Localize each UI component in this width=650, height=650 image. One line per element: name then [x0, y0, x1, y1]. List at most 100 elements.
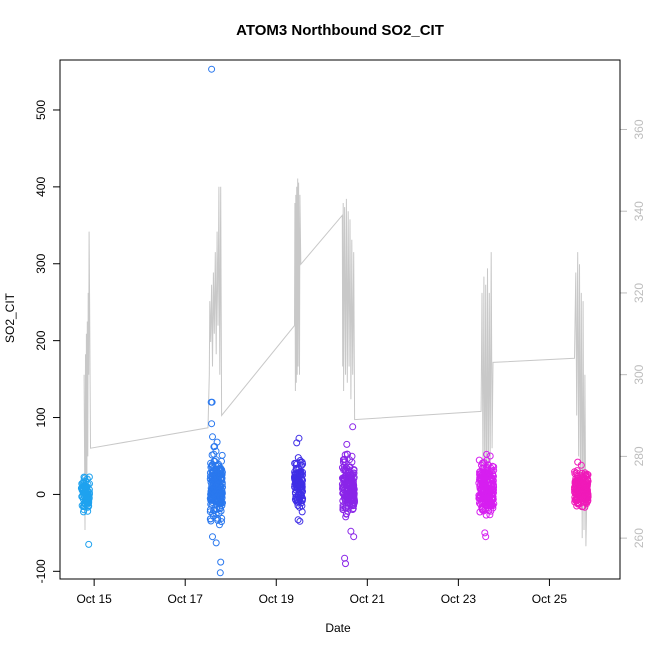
data-point [573, 502, 581, 510]
data-point [343, 450, 351, 458]
plot-frame [59, 59, 621, 580]
data-point [218, 489, 226, 497]
points-layer [77, 65, 592, 577]
data-point [341, 476, 349, 484]
data-point [489, 472, 497, 480]
y-tick-label: 0 [34, 491, 48, 498]
data-point [341, 472, 349, 480]
data-point [210, 457, 218, 465]
data-point [486, 511, 494, 519]
data-point [339, 504, 347, 511]
axes-layer: Oct 15 Oct 17 Oct 19 Oct 21 Oct 23 Oct 25 -100… [34, 100, 646, 606]
data-point [340, 462, 348, 470]
data-point [485, 496, 493, 504]
data-point [210, 473, 218, 481]
data-point [572, 494, 580, 502]
y2-tick-label: 360 [632, 119, 646, 139]
data-point [208, 420, 216, 428]
data-point [83, 475, 91, 483]
data-point [486, 452, 494, 460]
data-point [293, 439, 301, 447]
data-point [484, 499, 492, 507]
data-point [580, 471, 588, 479]
y2-tick-label: 340 [632, 201, 646, 221]
y-tick-label: 400 [34, 177, 48, 197]
y2-tick-label: 320 [632, 283, 646, 303]
data-point [209, 495, 217, 503]
data-point [573, 469, 580, 477]
data-point [349, 423, 357, 431]
x-tick-label: Oct 23 [441, 592, 477, 606]
data-point [296, 467, 304, 475]
data-point [294, 454, 302, 462]
altitude-line-layer [83, 178, 588, 547]
y-tick-label: 500 [34, 100, 48, 120]
y-tick-label: 100 [34, 407, 48, 427]
data-point [349, 481, 357, 489]
data-point [350, 533, 358, 541]
data-point [577, 461, 585, 469]
data-point [342, 491, 350, 499]
data-point [82, 489, 90, 497]
data-point [341, 465, 349, 473]
data-point [216, 521, 223, 529]
data-point [85, 473, 93, 481]
data-point [206, 506, 214, 514]
x-tick-label: Oct 21 [350, 592, 386, 606]
data-point [342, 495, 350, 503]
data-point [342, 560, 349, 568]
y-axis-label: SO2_CIT [3, 292, 17, 343]
data-point [85, 540, 93, 548]
data-point [480, 459, 488, 466]
data-point [295, 469, 303, 476]
data-point [578, 503, 586, 511]
altitude-line [83, 178, 588, 547]
x-tick-label: Oct 19 [259, 592, 295, 606]
data-point [294, 473, 301, 481]
data-point [350, 491, 358, 499]
y2-tick-label: 260 [632, 528, 646, 548]
data-point [209, 533, 216, 541]
data-point [208, 65, 216, 73]
chart-title: ATOM3 Northbound SO2_CIT [236, 22, 444, 39]
data-point [343, 510, 350, 518]
data-point [296, 517, 304, 525]
data-point [476, 508, 484, 516]
data-point [208, 473, 216, 481]
data-point [581, 503, 589, 511]
data-point [486, 500, 494, 508]
data-point [208, 481, 216, 489]
data-point [349, 491, 357, 499]
data-point [341, 458, 349, 466]
data-point [216, 569, 224, 577]
y-tick-label: -100 [34, 559, 48, 583]
y-tick-label: 200 [34, 330, 48, 350]
x-tick-label: Oct 17 [168, 592, 204, 606]
data-point [298, 502, 306, 510]
data-point [483, 450, 491, 458]
data-point [206, 508, 214, 516]
data-point [576, 480, 583, 488]
data-point [488, 467, 496, 475]
data-point [208, 398, 216, 406]
x-tick-label: Oct 15 [76, 592, 112, 606]
data-point [209, 433, 216, 441]
data-point [342, 513, 350, 521]
x-axis-label: Date [325, 621, 351, 635]
data-point [488, 490, 496, 498]
data-point [343, 440, 351, 448]
data-point [213, 438, 221, 446]
y2-tick-label: 300 [632, 364, 646, 384]
data-point [583, 483, 591, 491]
data-point [210, 443, 218, 451]
data-point [339, 502, 347, 510]
data-point [349, 506, 357, 513]
data-point [299, 460, 307, 468]
data-point [478, 479, 486, 487]
data-point [581, 485, 589, 493]
data-point [217, 558, 225, 566]
data-point [572, 497, 580, 505]
data-point [212, 480, 220, 488]
data-point [297, 499, 305, 507]
